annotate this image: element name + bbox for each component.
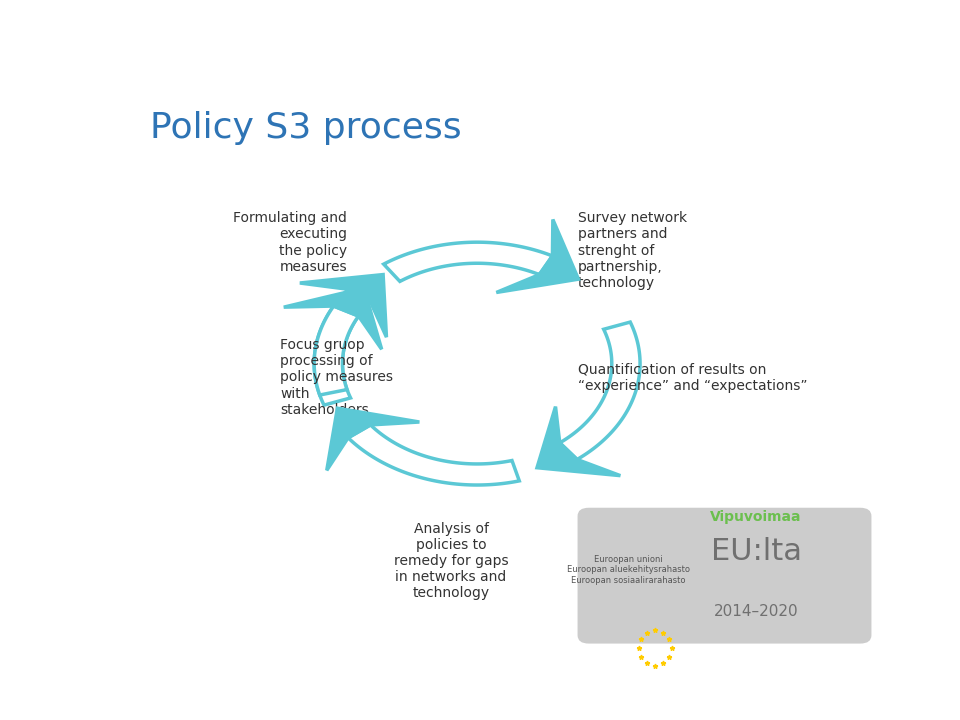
Text: EU:lta: EU:lta bbox=[710, 537, 802, 566]
Polygon shape bbox=[384, 242, 552, 282]
Polygon shape bbox=[284, 288, 382, 349]
Polygon shape bbox=[314, 306, 358, 395]
Text: Vipuvoimaa: Vipuvoimaa bbox=[710, 510, 802, 524]
Text: Focus gruop
processing of
policy measures
with
stakeholders: Focus gruop processing of policy measure… bbox=[280, 338, 393, 417]
Text: Quantification of results on
“experience” and “expectations”: Quantification of results on “experience… bbox=[578, 362, 807, 392]
Text: Euroopan unioni
Euroopan aluekehitysrahasto
Euroopan sosiaalirarahasto: Euroopan unioni Euroopan aluekehitysraha… bbox=[566, 555, 689, 585]
Polygon shape bbox=[348, 425, 519, 485]
Polygon shape bbox=[314, 289, 371, 405]
Text: Analysis of
policies to
remedy for gaps
in networks and
technology: Analysis of policies to remedy for gaps … bbox=[394, 521, 509, 600]
Text: Survey network
partners and
strenght of
partnership,
technology: Survey network partners and strenght of … bbox=[578, 211, 686, 290]
Polygon shape bbox=[560, 322, 640, 459]
Polygon shape bbox=[300, 274, 387, 337]
FancyBboxPatch shape bbox=[578, 508, 872, 644]
Text: 2014–2020: 2014–2020 bbox=[714, 603, 799, 618]
Polygon shape bbox=[326, 408, 420, 470]
Polygon shape bbox=[496, 220, 579, 292]
Text: Formulating and
executing
the policy
measures: Formulating and executing the policy mea… bbox=[233, 211, 347, 274]
Text: Policy S3 process: Policy S3 process bbox=[150, 112, 462, 145]
Polygon shape bbox=[537, 407, 620, 476]
